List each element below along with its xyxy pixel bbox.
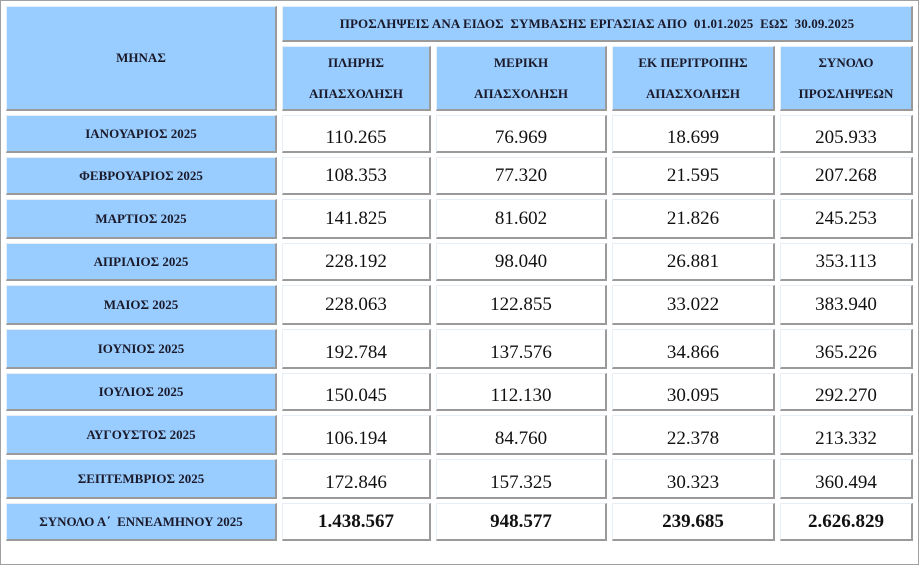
hires-by-contract-type-table: ΜΗΝΑΣ ΠΡΟΣΛΗΨΕΙΣ ΑΝΑ ΕΙΔΟΣ ΣΥΜΒΑΣΗΣ ΕΡΓΑ… [1, 2, 918, 545]
table-row: ΦΕΒΡΟΥΑΡΙΟΣ 2025 108.353 77.320 21.595 2… [6, 157, 913, 195]
column-header-part-time: ΜΕΡΙΚΗ ΑΠΑΣΧΟΛΗΣΗ [436, 46, 607, 111]
month-label: ΙΟΥΝΙΟΣ 2025 [6, 329, 277, 369]
total-value: 292.270 [780, 373, 913, 411]
month-label: ΜΑΙΟΣ 2025 [6, 285, 277, 325]
total-value: 205.933 [780, 115, 913, 153]
rotation-value: 30.323 [612, 459, 775, 499]
total-value: 213.332 [780, 415, 913, 455]
totals-row: ΣΥΝΟΛΟ Α΄ ΕΝΝΕΑΜΗΝΟΥ 2025 1.438.567 948.… [6, 503, 913, 541]
month-label: ΦΕΒΡΟΥΑΡΙΟΣ 2025 [6, 157, 277, 195]
full-time-value: 228.063 [282, 285, 431, 325]
table-row: ΜΑΙΟΣ 2025 228.063 122.855 33.022 383.94… [6, 285, 913, 325]
totals-label: ΣΥΝΟΛΟ Α΄ ΕΝΝΕΑΜΗΝΟΥ 2025 [6, 503, 277, 541]
month-label: ΑΠΡΙΛΙΟΣ 2025 [6, 243, 277, 281]
total-value: 360.494 [780, 459, 913, 499]
month-label: ΙΟΥΛΙΟΣ 2025 [6, 373, 277, 411]
full-time-value: 110.265 [282, 115, 431, 153]
table-row: ΑΥΓΟΥΣΤΟΣ 2025 106.194 84.760 22.378 213… [6, 415, 913, 455]
rotation-value: 33.022 [612, 285, 775, 325]
part-time-value: 137.576 [436, 329, 607, 369]
table-row: ΣΕΠΤΕΜΒΡΙΟΣ 2025 172.846 157.325 30.323 … [6, 459, 913, 499]
month-label: ΣΕΠΤΕΜΒΡΙΟΣ 2025 [6, 459, 277, 499]
full-time-value: 172.846 [282, 459, 431, 499]
full-time-value: 106.194 [282, 415, 431, 455]
column-header-full-time: ΠΛΗΡΗΣ ΑΠΑΣΧΟΛΗΣΗ [282, 46, 431, 111]
total-value: 207.268 [780, 157, 913, 195]
month-label: ΑΥΓΟΥΣΤΟΣ 2025 [6, 415, 277, 455]
part-time-value: 76.969 [436, 115, 607, 153]
full-time-value: 150.045 [282, 373, 431, 411]
table-title: ΠΡΟΣΛΗΨΕΙΣ ΑΝΑ ΕΙΔΟΣ ΣΥΜΒΑΣΗΣ ΕΡΓΑΣΙΑΣ Α… [282, 6, 913, 42]
month-column-header: ΜΗΝΑΣ [6, 6, 277, 111]
part-time-total: 948.577 [436, 503, 607, 541]
table-row: ΙΟΥΝΙΟΣ 2025 192.784 137.576 34.866 365.… [6, 329, 913, 369]
rotation-value: 34.866 [612, 329, 775, 369]
full-time-value: 192.784 [282, 329, 431, 369]
part-time-value: 77.320 [436, 157, 607, 195]
rotation-value: 22.378 [612, 415, 775, 455]
grand-total: 2.626.829 [780, 503, 913, 541]
full-time-value: 228.192 [282, 243, 431, 281]
rotation-value: 21.595 [612, 157, 775, 195]
month-label: ΜΑΡΤΙΟΣ 2025 [6, 199, 277, 239]
full-time-value: 108.353 [282, 157, 431, 195]
part-time-value: 112.130 [436, 373, 607, 411]
part-time-value: 98.040 [436, 243, 607, 281]
rotation-total: 239.685 [612, 503, 775, 541]
rotation-value: 18.699 [612, 115, 775, 153]
table-row: ΑΠΡΙΛΙΟΣ 2025 228.192 98.040 26.881 353.… [6, 243, 913, 281]
table-row: ΙΟΥΛΙΟΣ 2025 150.045 112.130 30.095 292.… [6, 373, 913, 411]
total-value: 245.253 [780, 199, 913, 239]
table-row: ΜΑΡΤΙΟΣ 2025 141.825 81.602 21.826 245.2… [6, 199, 913, 239]
full-time-total: 1.438.567 [282, 503, 431, 541]
table-row: ΙΑΝΟΥΑΡΙΟΣ 2025 110.265 76.969 18.699 20… [6, 115, 913, 153]
rotation-value: 21.826 [612, 199, 775, 239]
month-label: ΙΑΝΟΥΑΡΙΟΣ 2025 [6, 115, 277, 153]
column-header-total: ΣΥΝΟΛΟ ΠΡΟΣΛΗΨΕΩΝ [780, 46, 913, 111]
part-time-value: 157.325 [436, 459, 607, 499]
part-time-value: 122.855 [436, 285, 607, 325]
full-time-value: 141.825 [282, 199, 431, 239]
part-time-value: 84.760 [436, 415, 607, 455]
rotation-value: 26.881 [612, 243, 775, 281]
total-value: 383.940 [780, 285, 913, 325]
rotation-value: 30.095 [612, 373, 775, 411]
part-time-value: 81.602 [436, 199, 607, 239]
month-header-label: ΜΗΝΑΣ [116, 50, 166, 65]
total-value: 365.226 [780, 329, 913, 369]
column-header-rotation: ΕΚ ΠΕΡΙΤΡΟΠΗΣ ΑΠΑΣΧΟΛΗΣΗ [612, 46, 775, 111]
total-value: 353.113 [780, 243, 913, 281]
